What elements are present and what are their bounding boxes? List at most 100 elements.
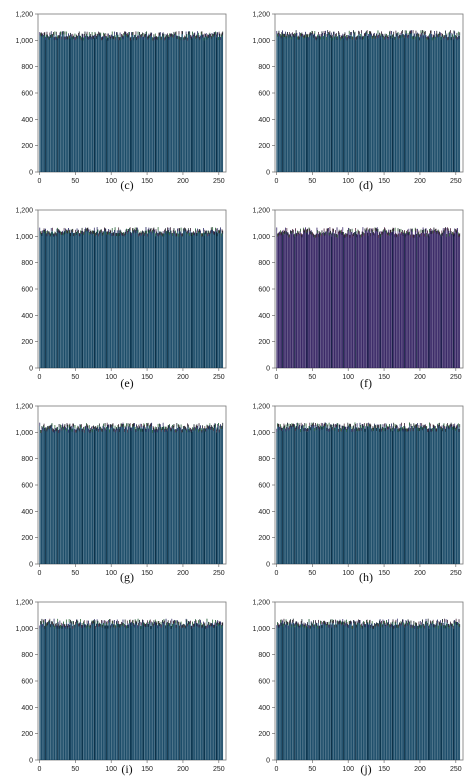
histogram-bar-tip	[451, 32, 453, 36]
histogram-bar	[50, 621, 52, 760]
histogram-bar-tip	[427, 622, 428, 626]
histogram-bar	[161, 232, 163, 368]
histogram-bar-tip	[316, 623, 318, 627]
histogram-bar-tip	[132, 424, 133, 428]
histogram-bar	[143, 32, 145, 172]
histogram-bar	[81, 230, 82, 368]
histogram-bar	[56, 427, 58, 564]
histogram-bar	[221, 425, 223, 564]
histogram-bar-tip	[205, 428, 206, 432]
histogram-bar	[426, 426, 428, 564]
histogram-bar	[315, 427, 317, 564]
histogram-bar-tip	[115, 37, 117, 41]
histogram-bar-tip	[450, 621, 451, 625]
histogram-bar-tip	[83, 620, 85, 624]
histogram-bar-tip	[306, 429, 308, 433]
histogram-bar	[186, 34, 188, 172]
histogram-bar	[308, 227, 310, 368]
histogram-bar-tip	[284, 425, 285, 429]
histogram-bar	[162, 620, 163, 760]
histogram-bar-tip	[81, 623, 83, 627]
histogram-bar-tip	[304, 230, 306, 234]
histogram-bar-tip	[407, 232, 409, 236]
histogram-bar	[213, 34, 214, 173]
histogram-bar	[53, 623, 54, 760]
histogram-bar-tip	[425, 426, 427, 430]
histogram-bar	[108, 619, 109, 760]
histogram-bar-tip	[348, 227, 349, 231]
histogram-bar	[432, 619, 434, 760]
histogram-bar-tip	[90, 231, 92, 235]
histogram-bar-tip	[437, 625, 439, 629]
histogram-bar	[407, 428, 408, 564]
histogram-bar	[210, 34, 211, 172]
histogram-bar-tip	[172, 424, 173, 428]
histogram-bar	[182, 37, 184, 173]
histogram-bar-tip	[404, 624, 405, 628]
histogram-bar-tip	[50, 624, 51, 628]
histogram-bar-tip	[154, 229, 155, 233]
histogram-bar-tip	[116, 619, 118, 623]
histogram-bar-tip	[358, 619, 359, 623]
histogram-bar	[338, 31, 339, 173]
histogram-bar	[143, 231, 145, 368]
histogram-bar-tip	[172, 425, 174, 429]
histogram-bar-tip	[53, 429, 55, 433]
histogram-bar	[361, 234, 362, 368]
histogram-bar-tip	[163, 33, 165, 37]
histogram-bar-tip	[351, 232, 352, 236]
histogram-bar-tip	[348, 228, 350, 232]
histogram-bar	[68, 230, 70, 368]
histogram-bar-tip	[47, 34, 48, 38]
histogram-bar	[116, 230, 118, 368]
histogram-bar-tip	[359, 36, 361, 40]
histogram-bar-tip	[174, 429, 175, 433]
histogram-bar-tip	[209, 32, 211, 36]
histogram-bar-tip	[365, 31, 367, 35]
histogram-bar	[363, 233, 365, 368]
histogram-bar-tip	[119, 232, 120, 236]
histogram-bar-tip	[452, 623, 453, 627]
histogram-bar-tip	[365, 230, 367, 234]
histogram-bar	[81, 37, 82, 173]
y-tick-label: 200	[258, 731, 270, 738]
histogram-bar-tip	[406, 230, 407, 234]
histogram-bar-tip	[155, 621, 157, 625]
histogram-bar-tip	[167, 621, 168, 625]
histogram-bar-tip	[287, 34, 289, 38]
histogram-bar	[365, 624, 367, 760]
histogram-bar	[285, 624, 286, 760]
histogram-bar	[213, 427, 214, 564]
histogram-bar-tip	[53, 233, 55, 237]
histogram-bar	[48, 621, 49, 760]
histogram-bar	[63, 621, 64, 760]
histogram-bar-tip	[320, 36, 321, 40]
histogram-bar-tip	[154, 621, 155, 625]
histogram-bar-tip	[119, 229, 121, 233]
histogram-bar-tip	[375, 228, 377, 232]
histogram-bar-tip	[285, 231, 287, 235]
histogram-bar-tip	[360, 624, 362, 628]
histogram-bar-tip	[310, 230, 312, 234]
histogram-bar	[419, 234, 420, 368]
histogram-bar	[200, 35, 201, 173]
histogram-bar	[319, 34, 321, 172]
histogram-bar-tip	[78, 31, 80, 35]
y-tick-label: 600	[21, 91, 33, 98]
histogram-bar-dark	[45, 39, 47, 172]
histogram-bar	[216, 621, 218, 760]
histogram-bar	[370, 625, 372, 760]
histogram-bar-tip	[384, 33, 386, 37]
histogram-bar	[371, 229, 373, 368]
histogram-bar-tip	[49, 32, 51, 36]
histogram-bar-tip	[71, 34, 72, 38]
x-tick-label: 50	[308, 374, 316, 381]
histogram-bar-tip	[101, 36, 103, 40]
histogram-bar-tip	[288, 234, 290, 238]
histogram-bar-dark	[343, 428, 345, 564]
histogram-bar	[175, 429, 177, 564]
histogram-bar-tip	[195, 619, 196, 623]
histogram-bar-tip	[386, 622, 388, 626]
histogram-bar-tip	[437, 423, 439, 427]
